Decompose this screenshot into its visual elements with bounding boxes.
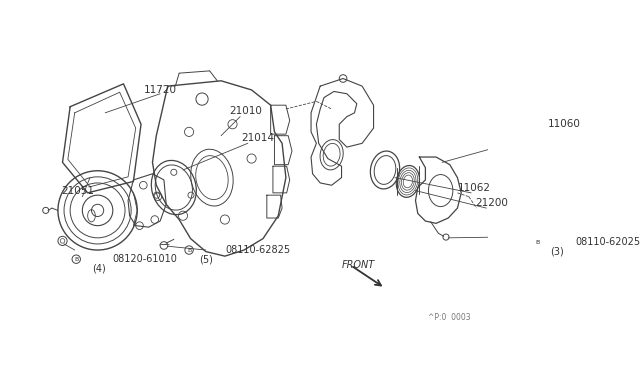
Text: 21014: 21014: [241, 133, 274, 143]
Text: B: B: [74, 257, 78, 262]
Text: 21051: 21051: [61, 186, 94, 196]
Text: FRONT: FRONT: [342, 260, 375, 270]
Text: 11062: 11062: [458, 183, 491, 193]
Circle shape: [72, 255, 81, 263]
Text: 21010: 21010: [229, 106, 262, 116]
Circle shape: [185, 246, 193, 254]
Text: B: B: [535, 240, 540, 245]
Text: ^P:0  0003: ^P:0 0003: [429, 312, 471, 322]
Circle shape: [533, 238, 541, 247]
Text: 11060: 11060: [548, 119, 580, 129]
Text: 08110-62825: 08110-62825: [225, 245, 290, 255]
Text: 11720: 11720: [143, 85, 177, 95]
Text: (3): (3): [550, 247, 563, 257]
Text: (5): (5): [199, 254, 212, 264]
Text: (4): (4): [92, 263, 106, 273]
Text: 21200: 21200: [476, 198, 508, 208]
Text: 08110-62025: 08110-62025: [575, 237, 640, 247]
Text: B: B: [187, 247, 191, 253]
Text: 08120-61010: 08120-61010: [113, 254, 178, 264]
